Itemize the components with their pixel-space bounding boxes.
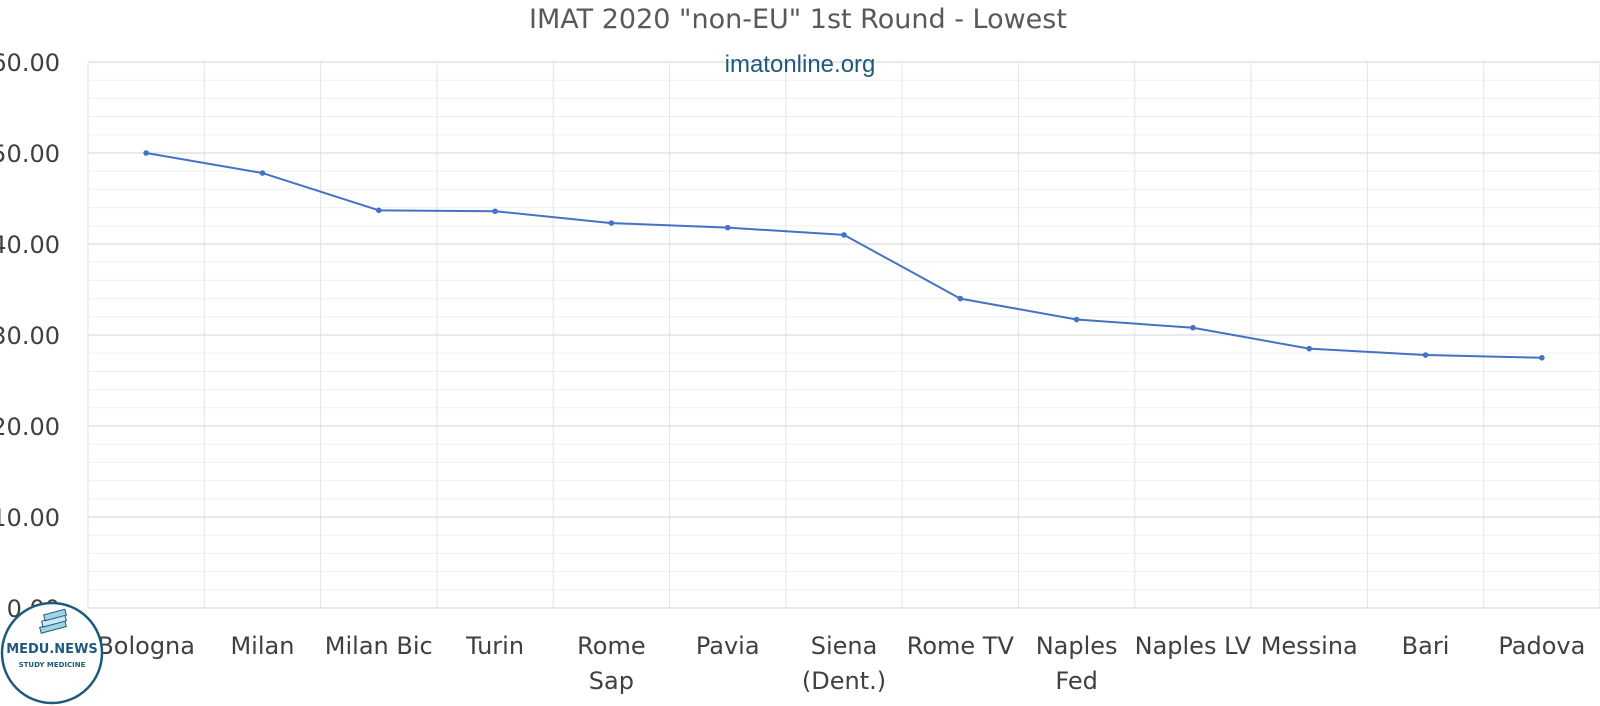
chart-title: IMAT 2020 "non-EU" 1st Round - Lowest <box>529 4 1067 35</box>
x-tick-label: Rome Sap <box>577 632 645 695</box>
data-point <box>957 295 964 302</box>
data-point <box>259 170 266 176</box>
logo-brand: MEDU.NEWS <box>6 642 98 657</box>
y-tick-label: 40.00 <box>0 231 60 259</box>
x-tick-label: Padova <box>1498 632 1585 660</box>
y-tick-label: 60.00 <box>0 49 60 77</box>
y-tick-label: 30.00 <box>0 322 60 350</box>
x-tick-label: Pavia <box>696 632 760 660</box>
x-tick-label: Rome TV <box>907 632 1015 660</box>
brand-logo: MEDU.NEWS STUDY MEDICINE <box>0 601 104 705</box>
chart-subtitle: imatonline.org <box>725 51 876 78</box>
data-point <box>841 232 847 238</box>
data-point <box>1422 352 1429 358</box>
data-point <box>724 224 731 231</box>
chart-series <box>143 150 1545 361</box>
y-tick-label: 20.00 <box>0 413 60 441</box>
x-tick-label: Naples Fed <box>1036 632 1118 695</box>
x-tick-label: Milan Bic <box>325 632 433 660</box>
x-axis-ticks: Bologna Milan Milan Bic Turin Rome Sap Pavia Si… <box>97 632 1585 695</box>
series-line <box>145 152 1542 359</box>
data-point <box>492 208 498 215</box>
data-point <box>1539 354 1545 361</box>
data-point <box>143 150 149 156</box>
x-tick-label: Messina <box>1261 632 1358 660</box>
x-tick-label: Siena (Dent.) <box>802 632 886 695</box>
logo-circle <box>0 601 104 705</box>
data-point <box>375 207 382 214</box>
x-tick-label: Bologna <box>97 632 195 660</box>
x-tick-label: Milan <box>230 632 294 660</box>
logo-tagline: STUDY MEDICINE <box>19 661 86 669</box>
y-axis-ticks: 0.0010.0020.0030.0040.0050.0060.00 <box>0 49 60 623</box>
data-point <box>1190 324 1196 331</box>
x-tick-label: Naples LV <box>1135 632 1252 660</box>
book-stack-icon <box>39 608 68 634</box>
data-point <box>1306 345 1313 352</box>
data-point <box>608 220 615 226</box>
data-point <box>1073 316 1080 323</box>
chart-gridlines <box>87 61 1600 609</box>
x-tick-label: Bari <box>1402 632 1450 660</box>
x-tick-label: Turin <box>465 632 524 660</box>
y-tick-label: 50.00 <box>0 140 60 168</box>
y-tick-label: 10.00 <box>0 504 60 532</box>
